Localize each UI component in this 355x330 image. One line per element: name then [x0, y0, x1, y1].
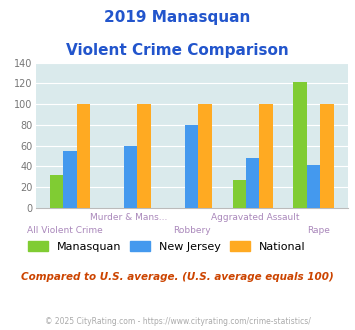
Text: Robbery: Robbery — [173, 226, 211, 235]
Bar — [63, 151, 77, 208]
Bar — [77, 104, 90, 208]
Bar — [185, 125, 198, 208]
Legend: Manasquan, New Jersey, National: Manasquan, New Jersey, National — [23, 237, 310, 256]
Text: All Violent Crime: All Violent Crime — [27, 226, 103, 235]
Bar — [260, 104, 273, 208]
Bar — [124, 146, 137, 208]
Bar — [233, 180, 246, 208]
Text: Rape: Rape — [307, 226, 329, 235]
Bar — [307, 165, 320, 208]
Bar — [50, 175, 63, 208]
Bar — [198, 104, 212, 208]
Bar — [137, 104, 151, 208]
Text: Murder & Mans...: Murder & Mans... — [90, 213, 167, 222]
Bar — [294, 82, 307, 208]
Text: Violent Crime Comparison: Violent Crime Comparison — [66, 43, 289, 58]
Text: 2019 Manasquan: 2019 Manasquan — [104, 10, 251, 25]
Text: Compared to U.S. average. (U.S. average equals 100): Compared to U.S. average. (U.S. average … — [21, 272, 334, 282]
Text: © 2025 CityRating.com - https://www.cityrating.com/crime-statistics/: © 2025 CityRating.com - https://www.city… — [45, 317, 310, 326]
Bar — [320, 104, 334, 208]
Bar — [246, 158, 260, 208]
Text: Aggravated Assault: Aggravated Assault — [211, 213, 299, 222]
